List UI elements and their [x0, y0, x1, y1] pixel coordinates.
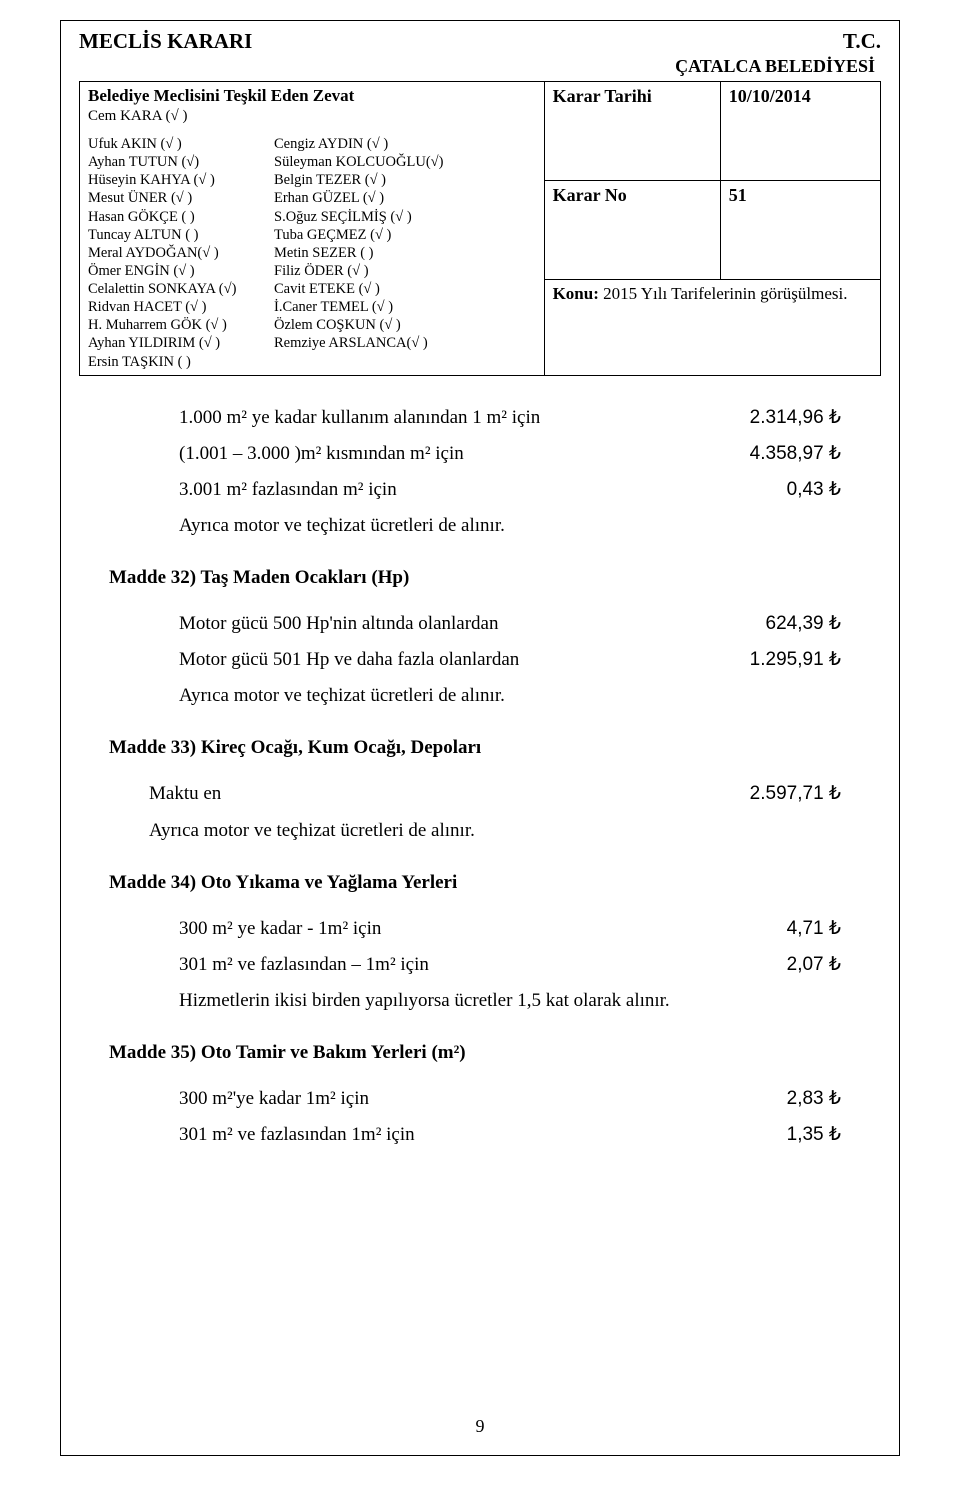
member-left: Ufuk AKIN (√ ) [88, 135, 268, 153]
fee-value: 1.295,91 ₺ [750, 642, 841, 678]
madde-32-head: Madde 32) Taş Maden Ocakları (Hp) [109, 560, 851, 596]
fee-value: 1,35 ₺ [787, 1117, 841, 1153]
member-right: İ.Caner TEMEL (√ ) [274, 298, 474, 316]
member-left: Ridvan HACET (√ ) [88, 298, 268, 316]
member-left: Celalettin SONKAYA (√) [88, 280, 268, 298]
member-right: Özlem COŞKUN (√ ) [274, 316, 474, 334]
members-grid: Ufuk AKIN (√ ) Cengiz AYDIN (√ ) Ayhan T… [88, 135, 536, 371]
member-right: Süleyman KOLCUOĞLU(√) [274, 153, 474, 171]
fee-value: 4.358,97 ₺ [750, 436, 841, 472]
member-left: Ayhan YILDIRIM (√ ) [88, 334, 268, 352]
fee-value: 0,43 ₺ [787, 472, 841, 508]
member-left: Tuncay ALTUN ( ) [88, 226, 268, 244]
member-right: Tuba GEÇMEZ (√ ) [274, 226, 474, 244]
zevat-title: Belediye Meclisini Teşkil Eden Zevat [88, 86, 536, 106]
doc-subheader: ÇATALCA BELEDİYESİ [79, 56, 881, 77]
fee-label: 3.001 m² fazlasından m² için [179, 472, 397, 508]
madde-35-head: Madde 35) Oto Tamir ve Bakım Yerleri (m²… [109, 1035, 851, 1071]
member-right: Erhan GÜZEL (√ ) [274, 189, 474, 207]
note: Ayrıca motor ve teçhizat ücretleri de al… [109, 813, 851, 849]
header-right-top: T.C. [843, 29, 881, 54]
konu-label: Konu: [553, 284, 599, 303]
karar-no-label: Karar No [544, 180, 720, 279]
fee-value: 2,83 ₺ [787, 1081, 841, 1117]
member-right: S.Oğuz SEÇİLMİŞ (√ ) [274, 208, 474, 226]
member-left: Hasan GÖKÇE ( ) [88, 208, 268, 226]
member-right [274, 353, 474, 371]
fee-label: 300 m²'ye kadar 1m² için [179, 1081, 369, 1117]
member-left: Hüseyin KAHYA (√ ) [88, 171, 268, 189]
member-left: Meral AYDOĞAN(√ ) [88, 244, 268, 262]
fee-value: 2.597,71 ₺ [750, 776, 841, 812]
fee-value: 2.314,96 ₺ [750, 400, 841, 436]
fee-value: 624,39 ₺ [766, 606, 841, 642]
fee-label: Motor gücü 500 Hp'nin altında olanlardan [179, 606, 499, 642]
member-right: Filiz ÖDER (√ ) [274, 262, 474, 280]
fee-label: (1.001 – 3.000 )m² kısmından m² için [179, 436, 464, 472]
member-left: Ömer ENGİN (√ ) [88, 262, 268, 280]
karar-tarihi-label: Karar Tarihi [544, 82, 720, 181]
meta-table: Belediye Meclisini Teşkil Eden Zevat Cem… [79, 81, 881, 376]
konu-cell: Konu: 2015 Yılı Tarifelerinin görüşülmes… [544, 279, 880, 375]
header-right-bottom: ÇATALCA BELEDİYESİ [675, 56, 875, 77]
member-right: Cavit ETEKE (√ ) [274, 280, 474, 298]
note: Ayrıca motor ve teçhizat ücretleri de al… [109, 678, 851, 714]
member-right: Remziye ARSLANCA(√ ) [274, 334, 474, 352]
fee-label: Motor gücü 501 Hp ve daha fazla olanlard… [179, 642, 519, 678]
karar-no-value: 51 [720, 180, 880, 279]
note: Hizmetlerin ikisi birden yapılıyorsa ücr… [109, 983, 851, 1019]
doc-header: MECLİS KARARI T.C. [79, 29, 881, 54]
member-right: Belgin TEZER (√ ) [274, 171, 474, 189]
document-body: 1.000 m² ye kadar kullanım alanından 1 m… [79, 376, 881, 1154]
member-left: Ersin TAŞKIN ( ) [88, 353, 268, 371]
madde-33-head: Madde 33) Kireç Ocağı, Kum Ocağı, Depola… [109, 730, 851, 766]
member-left: Ayhan TUTUN (√) [88, 153, 268, 171]
member-left: Mesut ÜNER (√ ) [88, 189, 268, 207]
note: Ayrıca motor ve teçhizat ücretleri de al… [109, 508, 851, 544]
karar-tarihi-value: 10/10/2014 [720, 82, 880, 181]
fee-label: Maktu en [149, 776, 221, 812]
fee-label: 300 m² ye kadar - 1m² için [179, 911, 381, 947]
konu-value: 2015 Yılı Tarifelerinin görüşülmesi. [599, 284, 848, 303]
fee-label: 301 m² ve fazlasından 1m² için [179, 1117, 415, 1153]
madde-34-head: Madde 34) Oto Yıkama ve Yağlama Yerleri [109, 865, 851, 901]
member-right: Cengiz AYDIN (√ ) [274, 135, 474, 153]
fee-label: 1.000 m² ye kadar kullanım alanından 1 m… [179, 400, 540, 436]
page-number: 9 [61, 1416, 899, 1437]
cem-kara: Cem KARA (√ ) [88, 108, 536, 125]
header-left: MECLİS KARARI [79, 29, 252, 54]
fee-value: 2,07 ₺ [787, 947, 841, 983]
member-right: Metin SEZER ( ) [274, 244, 474, 262]
fee-value: 4,71 ₺ [787, 911, 841, 947]
fee-label: 301 m² ve fazlasından – 1m² için [179, 947, 429, 983]
member-left: H. Muharrem GÖK (√ ) [88, 316, 268, 334]
